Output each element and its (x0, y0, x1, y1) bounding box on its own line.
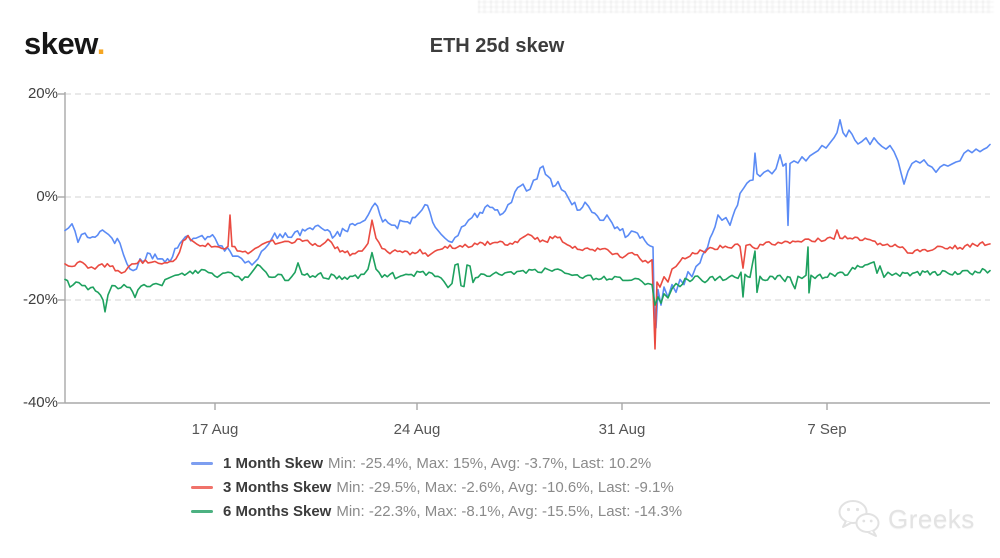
legend-stats: Min: -25.4%, Max: 15%, Avg: -3.7%, Last:… (328, 454, 652, 472)
legend-swatch-red (191, 485, 213, 489)
x-axis-label-24aug: 24 Aug (393, 421, 441, 438)
chart-title: ETH 25d skew (429, 35, 565, 57)
series-line-1-month-skew (64, 119, 991, 329)
legend-stats: Min: -29.5%, Max: -2.6%, Avg: -10.6%, La… (336, 478, 674, 496)
greeks-watermark: Greeks (836, 498, 975, 540)
y-axis-label-m40: -40% (22, 394, 58, 411)
series-line-3-months-skew (64, 214, 991, 350)
legend-item-1-month-skew[interactable]: 1 Month Skew Min: -25.4%, Max: 15%, Avg:… (191, 451, 682, 475)
legend-label: 1 Month Skew (223, 454, 324, 472)
legend-item-3-months-skew[interactable]: 3 Months Skew Min: -29.5%, Max: -2.6%, A… (191, 475, 682, 499)
y-axis-label-m20: -20% (22, 291, 58, 308)
legend-item-6-months-skew[interactable]: 6 Months Skew Min: -22.3%, Max: -8.1%, A… (191, 499, 682, 523)
wechat-icon (838, 500, 880, 537)
skew-logo: skew. (24, 26, 105, 62)
legend-stats: Min: -22.3%, Max: -8.1%, Avg: -15.5%, La… (336, 502, 683, 520)
skew-logo-dot: . (96, 26, 106, 61)
chart-legend: 1 Month Skew Min: -25.4%, Max: 15%, Avg:… (191, 451, 682, 523)
greeks-brand-text: Greeks (888, 503, 975, 534)
faint-top-watermark (478, 0, 994, 13)
x-axis-label-31aug: 31 Aug (598, 421, 646, 438)
series-line-6-months-skew (64, 246, 991, 313)
legend-swatch-blue (191, 461, 213, 465)
x-axis-label-17aug: 17 Aug (191, 421, 239, 438)
y-axis-label-20: 20% (27, 85, 58, 102)
x-axis-label-7sep: 7 Sep (807, 421, 847, 438)
legend-label: 3 Months Skew (223, 478, 332, 496)
legend-label: 6 Months Skew (223, 502, 332, 520)
legend-swatch-green (191, 509, 213, 513)
y-axis-label-0: 0% (36, 188, 58, 205)
skew-logo-text: skew (24, 26, 97, 61)
